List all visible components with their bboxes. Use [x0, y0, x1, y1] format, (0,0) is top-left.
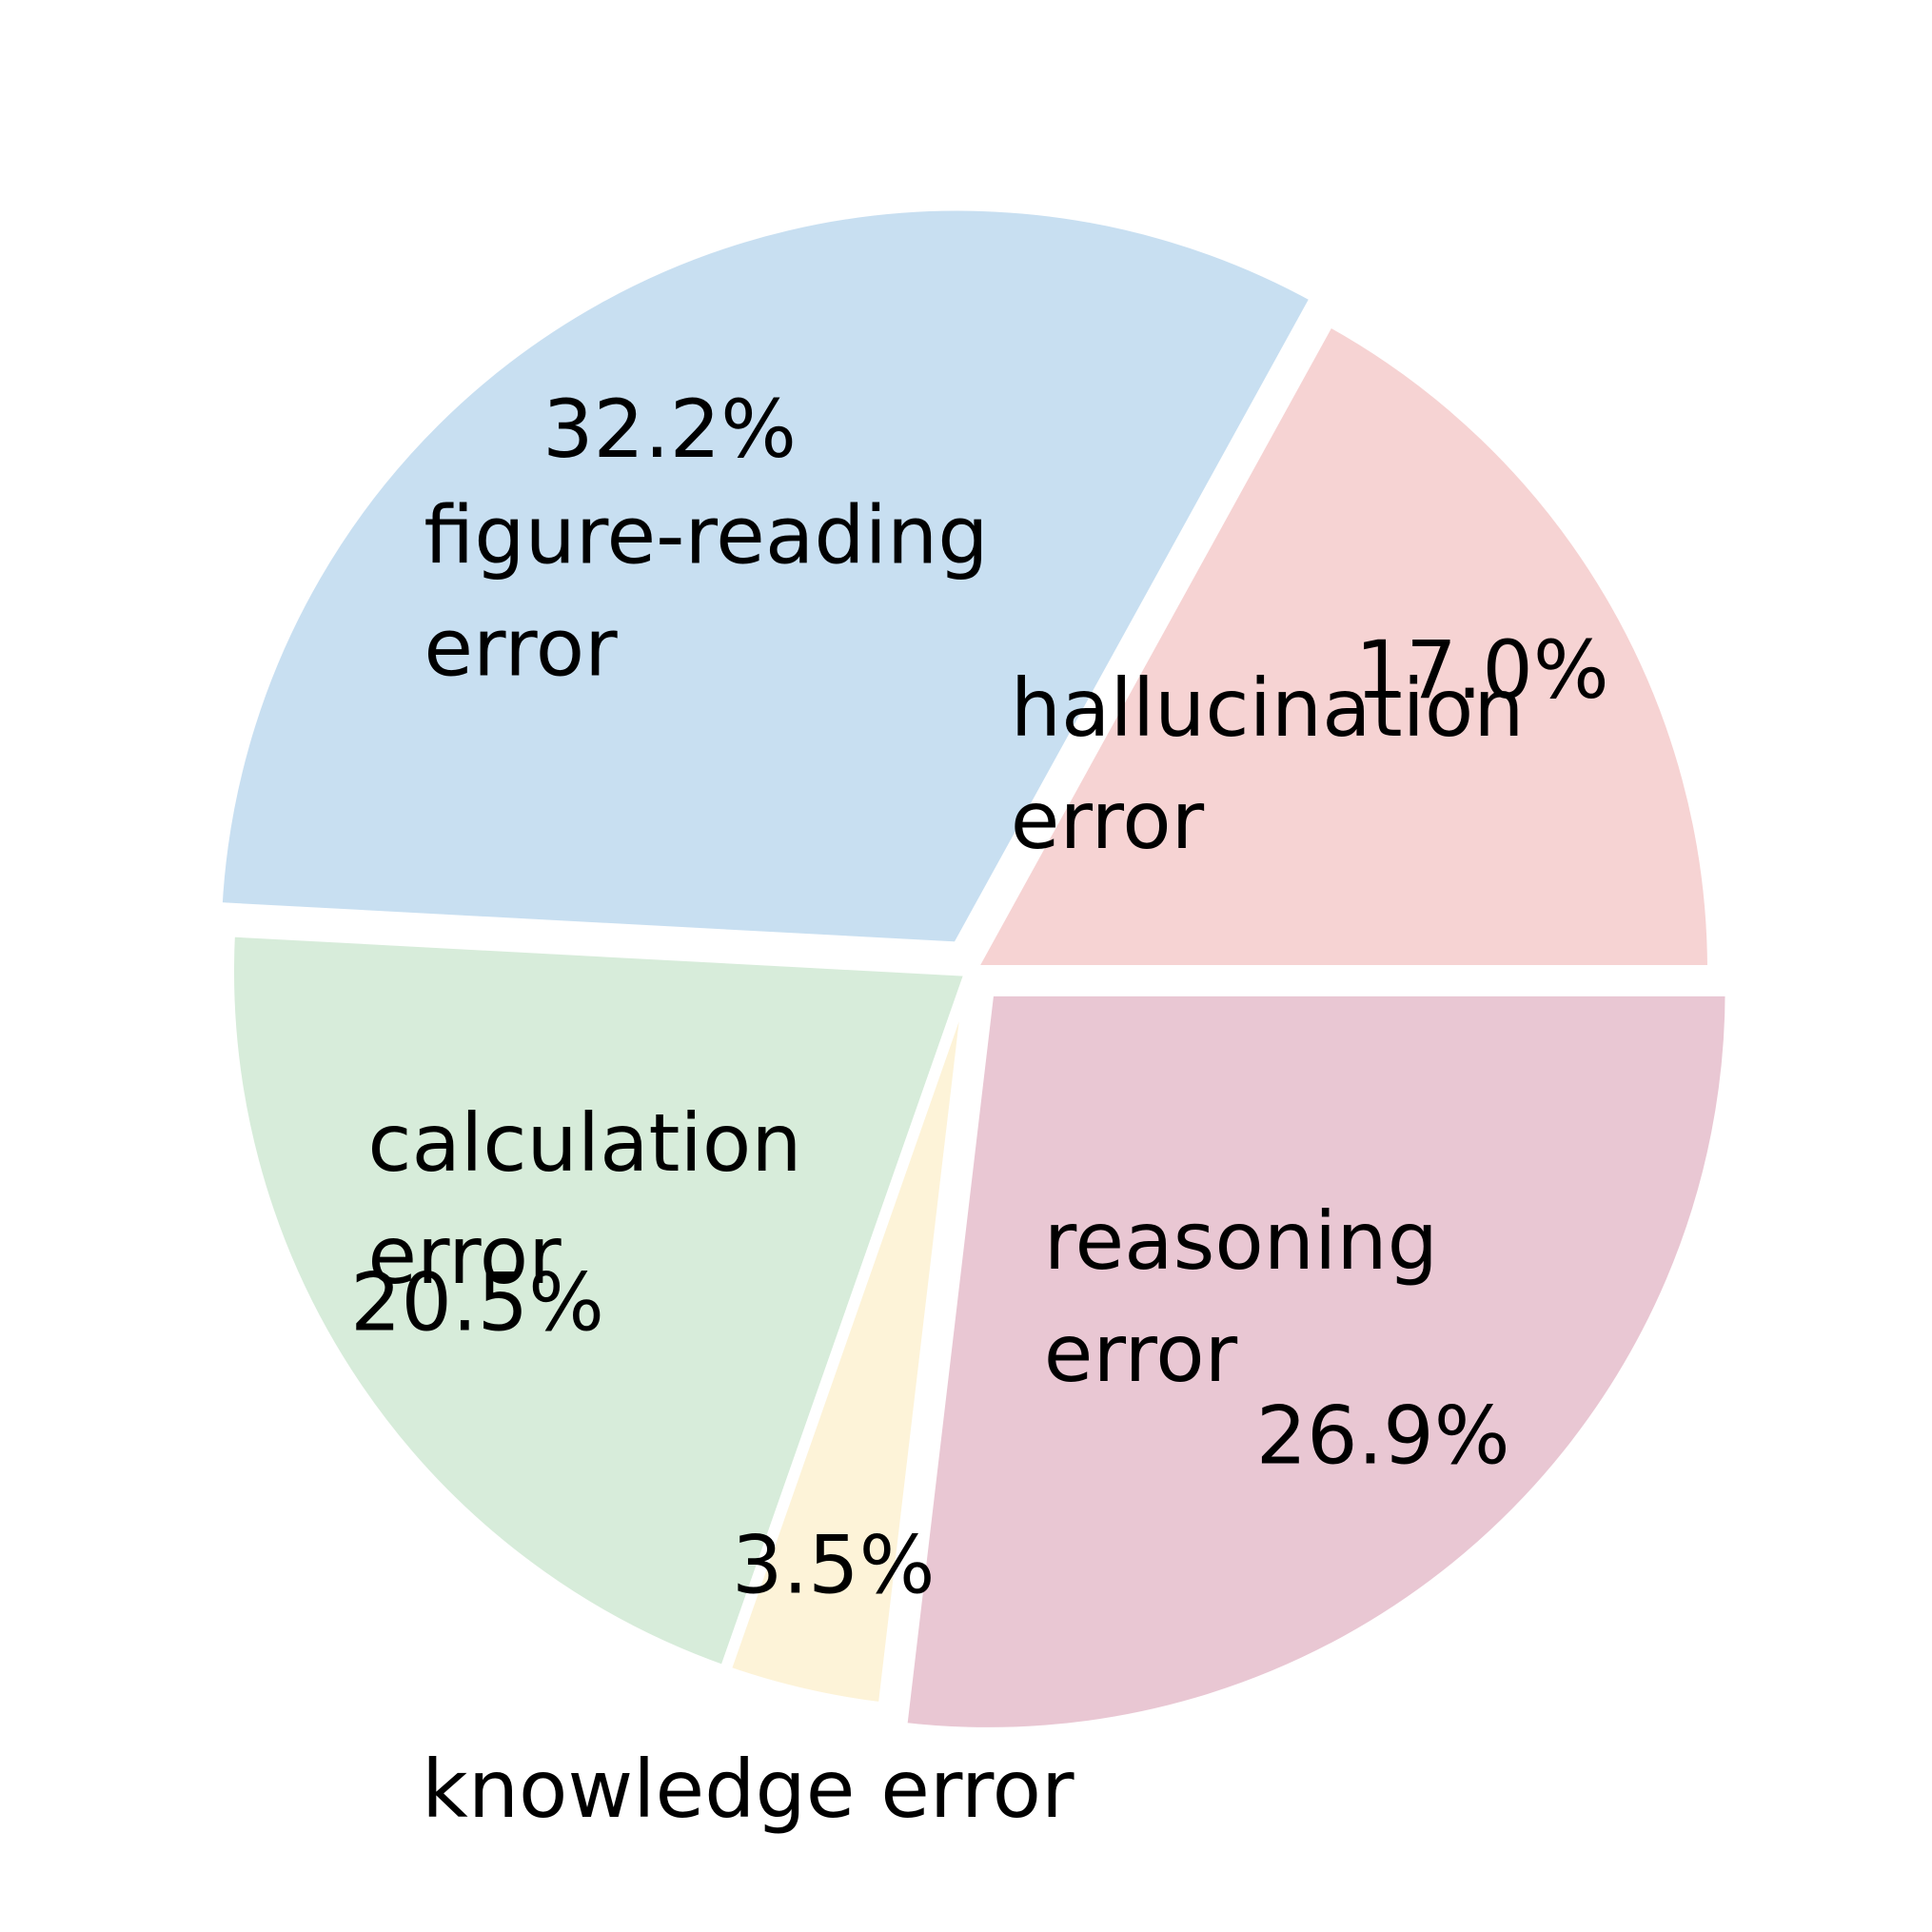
slice-label-hallucination-error: hallucination error [1011, 661, 1525, 867]
pie-slice-hallucination-error [960, 312, 1720, 976]
slice-label-line: error [1011, 774, 1205, 867]
slice-label-reasoning-error: reasoning error [1044, 1194, 1438, 1400]
slice-pct-knowledge-error: 3.5% [732, 1518, 935, 1611]
slice-label-line: hallucination [1011, 661, 1525, 755]
pie-slice-knowledge-error [718, 969, 976, 1715]
slice-pct-hallucination-error: 17.0% [1355, 623, 1609, 717]
slice-label-line: error [1044, 1307, 1238, 1400]
slice-pct-reasoning-error: 26.9% [1256, 1390, 1510, 1483]
slice-pct-calculation-error: 20.5% [350, 1255, 604, 1349]
pie-slice-figure-reading-error [210, 199, 1325, 954]
slice-label-line: figure-reading [424, 489, 988, 582]
pie-labels: hallucination error 17.0% figure-reading err… [350, 383, 1609, 1836]
slice-label-line: calculation [367, 1096, 801, 1190]
slice-label-figure-reading-error: figure-reading error [424, 489, 988, 695]
slice-label-line: reasoning [1044, 1194, 1438, 1288]
slice-pct-figure-reading-error: 32.2% [542, 383, 797, 476]
pie-slice-reasoning-error [895, 984, 1737, 1739]
pie-slices [210, 199, 1737, 1739]
slice-label-line: error [367, 1209, 562, 1302]
slice-label-knowledge-error: knowledge error [422, 1743, 1074, 1836]
slice-label-calculation-error: calculation error [367, 1096, 801, 1302]
slice-label-line: knowledge error [422, 1743, 1074, 1836]
slice-label-line: error [424, 601, 618, 695]
